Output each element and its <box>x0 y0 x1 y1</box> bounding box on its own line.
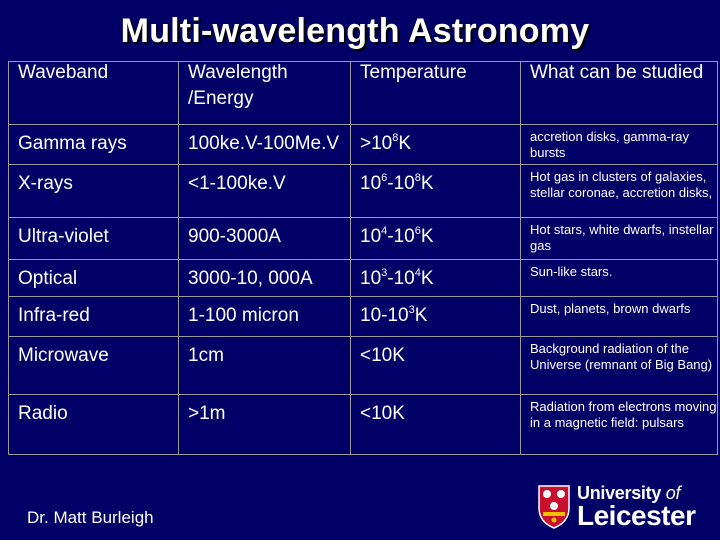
waveband-cell: Infra-red <box>8 296 179 337</box>
table-row: Radio >1m <10K Radiation from electrons mov… <box>8 394 718 455</box>
table-row: Gamma rays 100ke.V-100Me.V >108K accretion … <box>8 124 718 165</box>
temperature-part: <10K <box>360 403 405 424</box>
table-row: Microwave 1cm <10K Background radiation of … <box>8 336 718 395</box>
temperature-part: 8 <box>414 172 421 184</box>
table-row: X-rays <1-100ke.V 106-108K Hot gas in clust… <box>8 164 718 218</box>
waveband-cell: X-rays <box>8 164 179 218</box>
waveband-table: Waveband Wavelength /Energy Temperature … <box>8 61 718 455</box>
header-temperature: Temperature <box>350 61 521 125</box>
temperature-cell: <10K <box>350 394 521 455</box>
university-crest-icon <box>538 485 570 529</box>
temperature-part: >10 <box>360 133 393 154</box>
waveband-cell: Microwave <box>8 336 179 395</box>
studied-cell: Hot gas in clusters of galaxies, stellar… <box>520 164 718 218</box>
temperature-cell: 103-104K <box>350 259 521 297</box>
temperature-cell: 104-106K <box>350 217 521 260</box>
studied-cell: Background radiation of the Universe (re… <box>520 336 718 395</box>
wavelength-cell: >1m <box>178 394 351 455</box>
logo-line-leicester: Leicester <box>577 500 696 531</box>
temperature-part: 4 <box>414 267 421 279</box>
header-studied: What can be studied <box>520 61 718 125</box>
header-waveband: Waveband <box>8 61 179 125</box>
wavelength-cell: 1-100 micron <box>178 296 351 337</box>
waveband-cell: Optical <box>8 259 179 297</box>
studied-cell: Hot stars, white dwarfs, instellar gas <box>520 217 718 260</box>
wavelength-cell: 1cm <box>178 336 351 395</box>
wavelength-cell: 100ke.V-100Me.V <box>178 124 351 165</box>
waveband-cell: Ultra-violet <box>8 217 179 260</box>
temperature-part: 4 <box>381 225 388 237</box>
temperature-part: 6 <box>414 225 421 237</box>
temperature-part: <10K <box>360 345 405 366</box>
slide-title: Multi-wavelength Astronomy <box>120 12 590 50</box>
studied-cell: accretion disks, gamma-ray bursts <box>520 124 718 165</box>
header-wavelength-line1: Wavelength <box>188 62 288 83</box>
author-name: Dr. Matt Burleigh <box>27 508 154 527</box>
temperature-part: 3 <box>408 304 415 316</box>
table-row: Optical 3000-10, 000A 103-104K Sun-like sta… <box>8 259 718 297</box>
wavelength-cell: 3000-10, 000A <box>178 259 351 297</box>
temperature-part: -10 <box>387 268 415 289</box>
temperature-part: 10 <box>360 268 382 289</box>
studied-cell: Radiation from electrons moving in a mag… <box>520 394 718 455</box>
wavelength-cell: <1-100ke.V <box>178 164 351 218</box>
temperature-part: K <box>420 173 434 194</box>
logo-line-university: University of <box>577 483 681 503</box>
temperature-cell: 10-103K <box>350 296 521 337</box>
temperature-part: K <box>420 226 434 247</box>
studied-cell: Sun-like stars. <box>520 259 718 297</box>
table-body: Gamma rays 100ke.V-100Me.V >108K accretion … <box>8 124 718 455</box>
table-row: Infra-red 1-100 micron 10-103K Dust, planet… <box>8 296 718 337</box>
studied-cell: Dust, planets, brown dwarfs <box>520 296 718 337</box>
wavelength-cell: 900-3000A <box>178 217 351 260</box>
temperature-part: 3 <box>381 267 388 279</box>
temperature-part: 8 <box>392 132 399 144</box>
temperature-cell: >108K <box>350 124 521 165</box>
temperature-part: -10 <box>387 226 415 247</box>
temperature-part: 10 <box>360 226 382 247</box>
temperature-part: 6 <box>381 172 388 184</box>
temperature-part: K <box>414 305 428 326</box>
temperature-cell: 106-108K <box>350 164 521 218</box>
temperature-part: K <box>398 133 412 154</box>
temperature-part: K <box>420 268 434 289</box>
temperature-cell: <10K <box>350 336 521 395</box>
table-header-row: Waveband Wavelength /Energy Temperature … <box>8 61 718 125</box>
waveband-cell: Radio <box>8 394 179 455</box>
header-wavelength: Wavelength /Energy <box>178 61 351 125</box>
university-logo: University of Leicester <box>537 483 717 531</box>
temperature-part: 10 <box>360 173 382 194</box>
temperature-part: 10-10 <box>360 305 409 326</box>
waveband-cell: Gamma rays <box>8 124 179 165</box>
table-row: Ultra-violet 900-3000A 104-106K Hot stars, … <box>8 217 718 260</box>
temperature-part: -10 <box>387 173 415 194</box>
header-wavelength-line2: /Energy <box>188 87 254 109</box>
